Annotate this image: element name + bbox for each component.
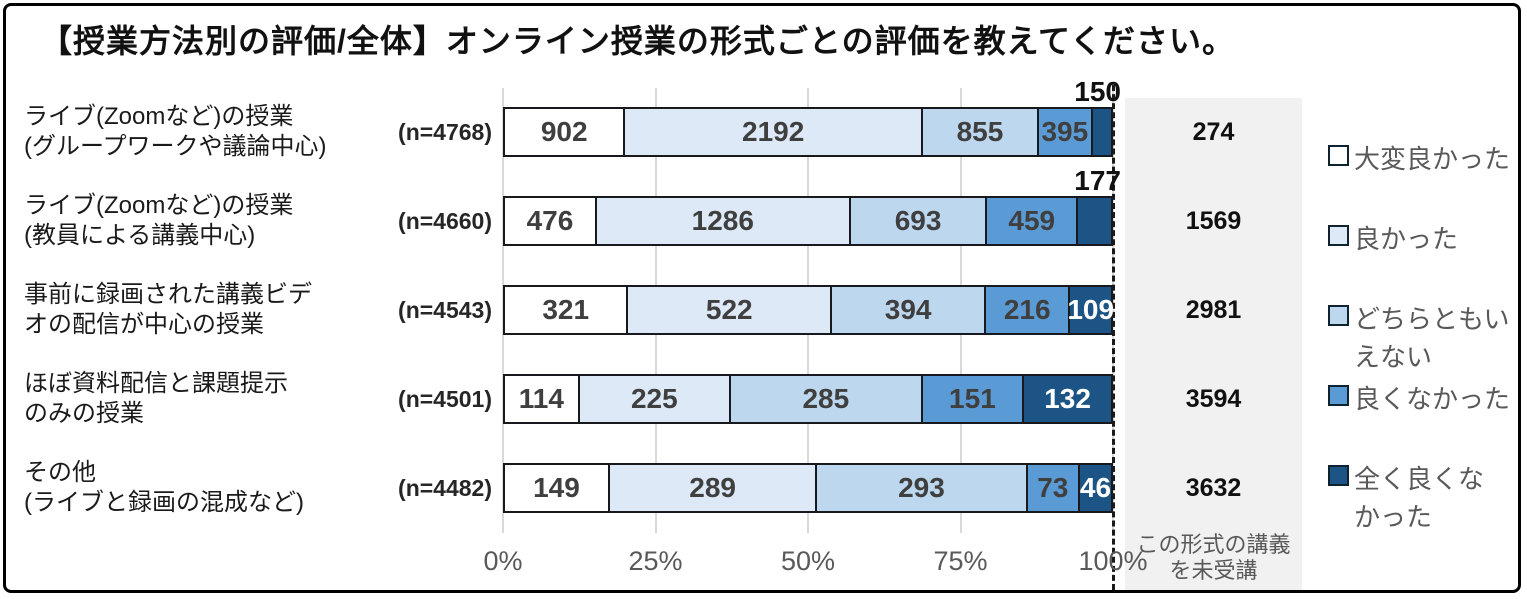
sample-size-label: (n=4660) <box>398 207 492 234</box>
segment-value-label: 289 <box>689 472 736 503</box>
bar-segment: 109 <box>1067 285 1115 335</box>
segment-value-label: 395 <box>1041 116 1089 147</box>
bar-segment: 394 <box>832 285 987 335</box>
segment-value-label: 114 <box>518 383 564 414</box>
bar-segment: 46 <box>1080 463 1113 513</box>
sample-size-label: (n=4482) <box>398 474 492 501</box>
legend-swatch-icon <box>1328 225 1349 246</box>
bar-segment: 289 <box>609 463 818 513</box>
legend-item: 全く良くな かった <box>1328 460 1524 536</box>
segment-value-label: 693 <box>894 205 942 236</box>
sample-size-label: (n=4501) <box>398 385 492 412</box>
bar-segment: 855 <box>922 107 1039 157</box>
legend-item-label: 全く良くな かった <box>1354 464 1485 532</box>
legend-item-label: 良くなかった <box>1354 384 1511 414</box>
legend-item-label: 良かった <box>1354 224 1459 254</box>
legend-item-label: 大変良かった <box>1354 144 1511 174</box>
not-taken-value: 274 <box>1192 118 1235 146</box>
stacked-bar: 476 1286 693 459 <box>503 196 1113 246</box>
stacked-bar: 114 225 285 151 132 <box>503 374 1113 424</box>
bar-segment: 522 <box>628 285 833 335</box>
x-axis-tick-label: 0% <box>483 546 523 576</box>
bar-segment: 476 <box>503 196 597 246</box>
legend-swatch-icon <box>1328 305 1349 326</box>
segment-value-label: 902 <box>540 116 588 147</box>
sample-size-label: (n=4543) <box>398 296 492 323</box>
category-label: ライブ(Zoomなど)の授業 (教員による講義中心) <box>24 192 294 249</box>
segment-value-label: 1286 <box>691 205 754 236</box>
legend-item: 良かった <box>1328 220 1524 258</box>
segment-value-label: 216 <box>1003 294 1051 325</box>
segment-value-label: 132 <box>1044 383 1091 414</box>
legend-item: どちらともい えない <box>1328 300 1524 376</box>
not-taken-label: この形式の講義を未受講 <box>1136 532 1291 583</box>
bar-segment: 293 <box>817 463 1028 513</box>
stacked-bar: 321 522 394 216 109 <box>503 285 1115 335</box>
category-label: ほぼ資料配信と課題提示 のみの授業 <box>24 370 288 427</box>
x-axis-tick-label: 100% <box>1078 546 1148 576</box>
segment-value-label: 285 <box>802 383 850 414</box>
legend-swatch-icon <box>1328 145 1349 166</box>
bar-segment: 216 <box>986 285 1071 335</box>
stacked-bar: 149 289 293 73 46 <box>503 463 1113 513</box>
segment-value-label: 394 <box>884 294 932 325</box>
bar-segment <box>1078 196 1113 246</box>
chart-title: 【授業方法別の評価/全体】オンライン授業の形式ごとの評価を教えてください。 <box>40 23 1236 59</box>
bar-segment <box>1092 107 1113 157</box>
segment-value-label: 225 <box>630 383 678 414</box>
legend-item: 大変良かった <box>1328 140 1524 178</box>
segment-value-label: 476 <box>526 205 574 236</box>
x-axis-tick-label: 75% <box>933 546 988 576</box>
category-label: 事前に録画された講義ビデ オの配信が中心の授業 <box>24 281 312 338</box>
segment-value-label: 321 <box>542 294 590 325</box>
bar-segment: 459 <box>987 196 1079 246</box>
segment-value-label: 149 <box>533 472 580 503</box>
not-taken-value: 2981 <box>1185 296 1242 324</box>
segment-value-label: 109 <box>1067 294 1115 325</box>
bar-segment: 285 <box>730 374 923 424</box>
category-label: ライブ(Zoomなど)の授業 (グループワークや議論中心) <box>24 103 327 160</box>
legend-item: 良くなかった <box>1328 380 1524 418</box>
segment-value-label: 855 <box>956 116 1004 147</box>
legend-item-label: どちらともい えない <box>1354 304 1510 372</box>
bar-segment: 132 <box>1024 374 1113 424</box>
bar-segment: 73 <box>1027 463 1080 513</box>
bar-segment: 225 <box>579 374 731 424</box>
segment-value-label-outside: 150 <box>1074 76 1121 107</box>
bar-segment: 693 <box>850 196 988 246</box>
cutoff-dashed-line <box>1112 85 1115 590</box>
bar-segment: 395 <box>1039 107 1093 157</box>
segment-value-label-outside: 177 <box>1074 165 1121 196</box>
x-axis-tick-label: 50% <box>780 546 836 576</box>
bar-segment: 114 <box>503 374 580 424</box>
bar-segment: 149 <box>503 463 610 513</box>
segment-value-label: 73 <box>1037 472 1069 503</box>
bar-segment: 1286 <box>596 196 851 246</box>
bar-segment: 321 <box>503 285 629 335</box>
not-taken-value: 3594 <box>1185 385 1242 413</box>
segment-value-label: 151 <box>949 383 996 414</box>
not-taken-value: 3632 <box>1185 474 1242 502</box>
bar-segment: 902 <box>503 107 626 157</box>
segment-value-label: 46 <box>1079 472 1112 503</box>
segment-value-label: 293 <box>898 472 945 503</box>
segment-value-label: 522 <box>705 294 753 325</box>
bar-segment: 151 <box>922 374 1025 424</box>
sample-size-label: (n=4768) <box>398 118 492 145</box>
bar-segment: 2192 <box>625 107 923 157</box>
category-label: その他 (ライブと録画の混成など) <box>24 459 304 516</box>
segment-value-label: 2192 <box>742 116 805 147</box>
stacked-bar: 902 2192 855 395 <box>503 107 1113 157</box>
legend-swatch-icon <box>1328 465 1349 486</box>
x-axis-tick-label: 25% <box>628 546 683 576</box>
legend-swatch-icon <box>1328 385 1349 406</box>
not-taken-panel: この形式の講義を未受講 274 1569 2981 3594 3632 <box>1125 98 1302 590</box>
not-taken-value: 1569 <box>1185 207 1242 235</box>
segment-value-label: 459 <box>1008 205 1056 236</box>
